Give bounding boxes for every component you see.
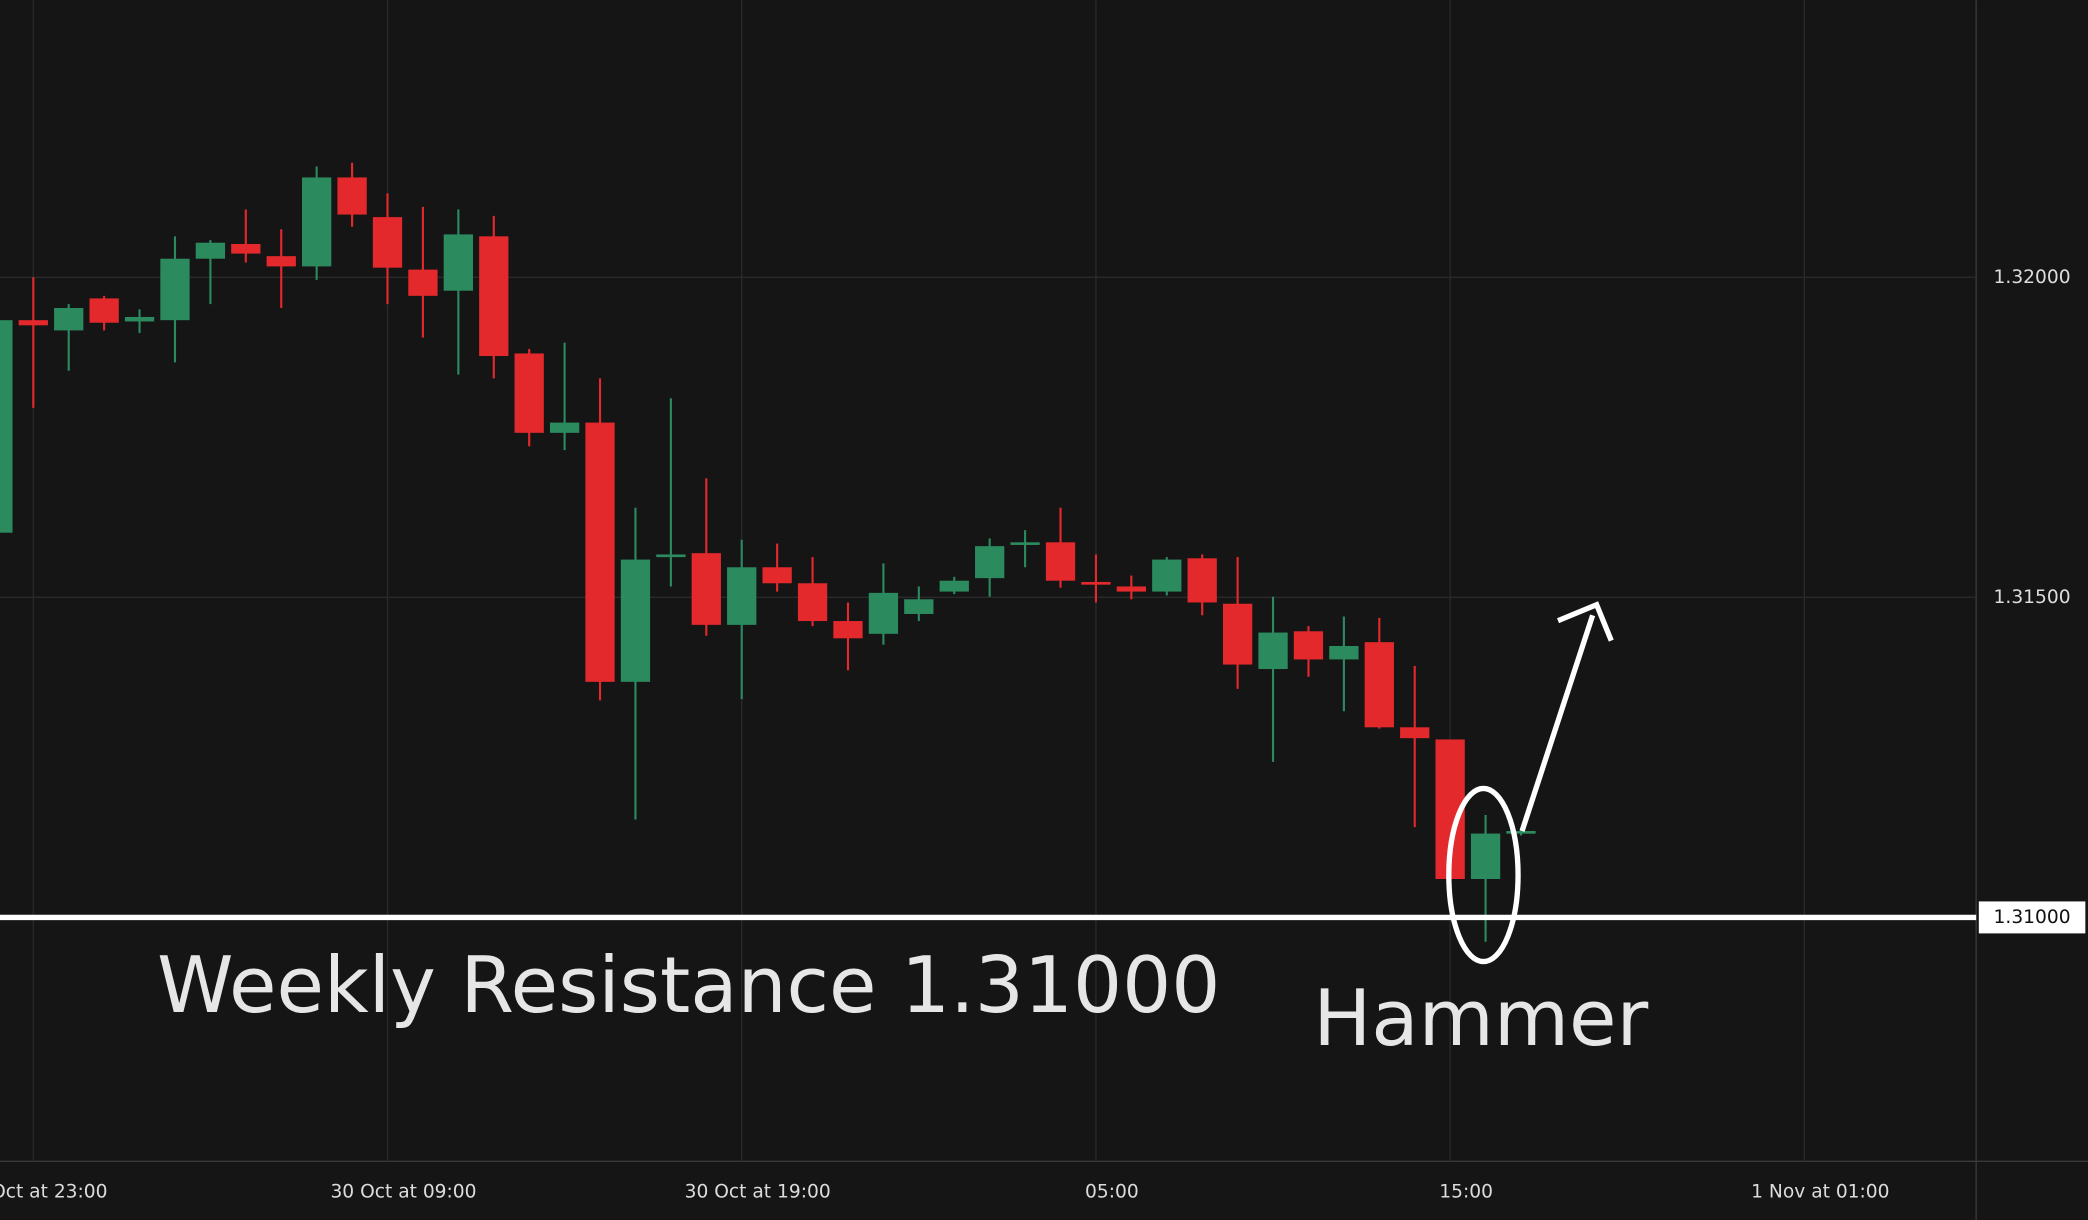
x-tick-label: 15:00 <box>1439 1181 1493 1202</box>
candle-body <box>904 599 934 614</box>
arrow-shaft <box>1519 614 1596 832</box>
x-tick-label: 05:00 <box>1085 1181 1139 1202</box>
grid: 1.31500 1.32000 Oct at 23:00 30 Oct at 09:0… <box>0 0 2071 1202</box>
x-tick-label: Oct at 23:00 <box>0 1181 107 1202</box>
candle-body <box>762 567 792 584</box>
candle-body <box>1187 558 1217 603</box>
candle-body <box>1400 727 1430 739</box>
x-tick-label: 30 Oct at 19:00 <box>685 1181 831 1202</box>
candle-body <box>1293 631 1324 660</box>
candle-body <box>1010 542 1040 545</box>
candle-body <box>585 422 615 682</box>
y-tick-label: 1.32000 <box>1994 267 2071 288</box>
candle-body <box>0 320 13 533</box>
candle-body <box>266 256 296 267</box>
candle-body <box>656 554 686 558</box>
annotation: Hammer <box>1313 974 1648 1064</box>
hammer-circle <box>1446 785 1521 965</box>
x-tick-label: 1 Nov at 01:00 <box>1751 1181 1889 1202</box>
candle-body <box>54 308 84 331</box>
candle-body <box>302 177 332 267</box>
candle-body <box>195 242 226 259</box>
candle-body <box>868 592 899 634</box>
candle-body <box>691 553 721 625</box>
candle-body <box>1081 581 1111 585</box>
candle-body <box>124 316 155 322</box>
candle-body <box>1258 632 1288 670</box>
candle-body <box>1152 559 1182 592</box>
candle-body <box>833 621 863 639</box>
candle-body <box>975 546 1005 579</box>
x-tick-label: 30 Oct at 09:00 <box>330 1181 476 1202</box>
candle-body <box>18 320 48 326</box>
candle-body <box>479 236 509 357</box>
candle-body <box>160 258 190 321</box>
candle-body <box>727 567 757 625</box>
candle-body <box>1116 586 1147 592</box>
arrow-head <box>1556 601 1614 642</box>
annotation: Weekly Resistance 1.31000 <box>157 941 1220 1031</box>
candle-body <box>443 234 473 291</box>
candle-body <box>620 559 651 682</box>
candle-body <box>1364 642 1394 728</box>
overlay: Weekly Resistance 1.31000 Hammer 1.31000 <box>0 601 2086 1064</box>
candle-body <box>1329 645 1359 660</box>
resistance-label: 1.31000 <box>1994 907 2071 928</box>
candle-body <box>372 217 403 268</box>
resistance-label-box <box>1978 901 2086 934</box>
candle-body <box>514 353 544 433</box>
candle-body <box>1470 833 1501 880</box>
candle-body <box>89 298 119 323</box>
y-tick-label: 1.31500 <box>1994 587 2071 608</box>
candle-body <box>408 269 438 296</box>
candle-body <box>337 177 367 215</box>
candle-body <box>1506 830 1536 834</box>
candle-body <box>231 243 261 254</box>
candle-body <box>1222 603 1253 665</box>
candle-body <box>797 583 828 622</box>
candles <box>0 162 1536 942</box>
candle-body <box>549 422 580 433</box>
candle-body <box>1045 542 1076 581</box>
candle-body <box>939 580 969 592</box>
